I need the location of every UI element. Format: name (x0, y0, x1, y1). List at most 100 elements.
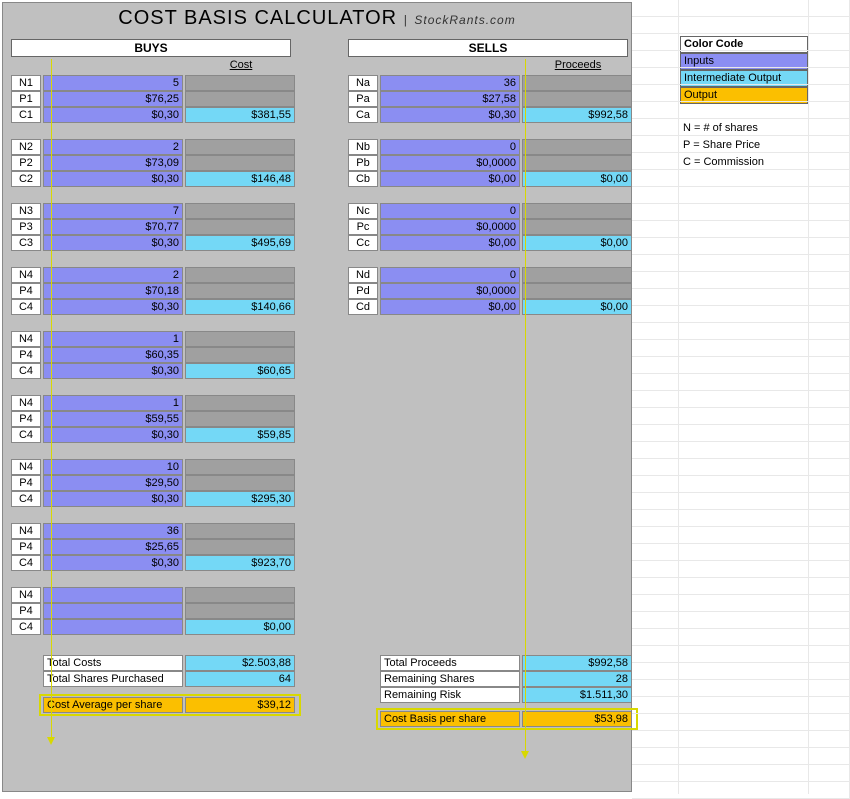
buy-input-0-0[interactable]: 5 (43, 75, 183, 91)
buy-output-5-2: $59,85 (185, 427, 295, 443)
sell-input-3-0[interactable]: 0 (380, 267, 520, 283)
sell-blank-2-1 (522, 219, 632, 235)
sell-input-1-0[interactable]: 0 (380, 139, 520, 155)
sell-blank-3-1 (522, 283, 632, 299)
sell-input-3-1[interactable]: $0,0000 (380, 283, 520, 299)
buy-blank-4-1 (185, 347, 295, 363)
sell-summary-value-0: $992,58 (522, 655, 632, 671)
buy-output-value: $39,12 (185, 697, 295, 713)
sells-arrow-head (521, 751, 529, 759)
buy-output-4-2: $60,65 (185, 363, 295, 379)
sells-header: SELLS (348, 39, 628, 57)
sell-input-3-2[interactable]: $0,00 (380, 299, 520, 315)
buy-label-0-0: N1 (11, 75, 41, 91)
sell-input-0-0[interactable]: 36 (380, 75, 520, 91)
sell-output-3-2: $0,00 (522, 299, 632, 315)
buy-output-1-2: $146,48 (185, 171, 295, 187)
buy-label-7-2: C4 (11, 555, 41, 571)
legend-row-0: Inputs (680, 53, 808, 70)
sell-label-0-1: Pa (348, 91, 378, 107)
sell-output-label: Cost Basis per share (380, 711, 520, 727)
buy-input-7-0[interactable]: 36 (43, 523, 183, 539)
sell-input-2-0[interactable]: 0 (380, 203, 520, 219)
page-title: COST BASIS CALCULATOR | StockRants.com (3, 7, 631, 30)
sell-label-1-2: Cb (348, 171, 378, 187)
buy-output-label: Cost Average per share (43, 697, 183, 713)
sell-input-1-2[interactable]: $0,00 (380, 171, 520, 187)
buy-input-4-0[interactable]: 1 (43, 331, 183, 347)
buy-input-0-2[interactable]: $0,30 (43, 107, 183, 123)
sell-summary-value-1: 28 (522, 671, 632, 687)
buy-input-0-1[interactable]: $76,25 (43, 91, 183, 107)
buy-input-8-0[interactable] (43, 587, 183, 603)
buy-label-3-0: N4 (11, 267, 41, 283)
buy-output-0-2: $381,55 (185, 107, 295, 123)
buy-input-1-2[interactable]: $0,30 (43, 171, 183, 187)
buy-input-4-1[interactable]: $60,35 (43, 347, 183, 363)
buy-input-5-0[interactable]: 1 (43, 395, 183, 411)
buy-input-2-2[interactable]: $0,30 (43, 235, 183, 251)
buy-input-3-2[interactable]: $0,30 (43, 299, 183, 315)
buy-input-5-1[interactable]: $59,55 (43, 411, 183, 427)
sell-summary-label-1: Remaining Shares (380, 671, 520, 687)
sell-summary-value-2: $1.511,30 (522, 687, 632, 703)
buy-input-4-2[interactable]: $0,30 (43, 363, 183, 379)
buy-label-6-1: P4 (11, 475, 41, 491)
buys-arrow-head (47, 737, 55, 745)
buy-label-8-0: N4 (11, 587, 41, 603)
sell-label-3-1: Pd (348, 283, 378, 299)
buy-label-2-1: P3 (11, 219, 41, 235)
buy-blank-7-0 (185, 523, 295, 539)
buy-label-7-0: N4 (11, 523, 41, 539)
buy-input-6-1[interactable]: $29,50 (43, 475, 183, 491)
sell-blank-1-0 (522, 139, 632, 155)
sell-input-0-2[interactable]: $0,30 (380, 107, 520, 123)
buy-input-2-1[interactable]: $70,77 (43, 219, 183, 235)
buy-input-8-1[interactable] (43, 603, 183, 619)
sell-output-0-2: $992,58 (522, 107, 632, 123)
buy-input-8-2[interactable] (43, 619, 183, 635)
buy-label-5-1: P4 (11, 411, 41, 427)
buy-input-6-2[interactable]: $0,30 (43, 491, 183, 507)
buy-output-8-2: $0,00 (185, 619, 295, 635)
title-sep: | (404, 13, 408, 27)
sell-input-0-1[interactable]: $27,58 (380, 91, 520, 107)
buy-label-8-1: P4 (11, 603, 41, 619)
buy-input-1-1[interactable]: $73,09 (43, 155, 183, 171)
sell-input-2-2[interactable]: $0,00 (380, 235, 520, 251)
sell-output-2-2: $0,00 (522, 235, 632, 251)
sell-label-2-1: Pc (348, 219, 378, 235)
calculator-area: COST BASIS CALCULATOR | StockRants.com B… (2, 2, 632, 792)
buy-output-7-2: $923,70 (185, 555, 295, 571)
sell-label-0-2: Ca (348, 107, 378, 123)
buy-input-6-0[interactable]: 10 (43, 459, 183, 475)
sell-blank-0-1 (522, 91, 632, 107)
buy-input-7-1[interactable]: $25,65 (43, 539, 183, 555)
buy-blank-3-0 (185, 267, 295, 283)
sell-blank-1-1 (522, 155, 632, 171)
buy-input-3-1[interactable]: $70,18 (43, 283, 183, 299)
buy-input-3-0[interactable]: 2 (43, 267, 183, 283)
buy-input-7-2[interactable]: $0,30 (43, 555, 183, 571)
sell-input-2-1[interactable]: $0,0000 (380, 219, 520, 235)
buy-blank-5-0 (185, 395, 295, 411)
buy-input-2-0[interactable]: 7 (43, 203, 183, 219)
buy-label-4-1: P4 (11, 347, 41, 363)
sell-input-1-1[interactable]: $0,0000 (380, 155, 520, 171)
buy-blank-1-1 (185, 155, 295, 171)
sell-label-3-0: Nd (348, 267, 378, 283)
sell-summary-label-0: Total Proceeds (380, 655, 520, 671)
sell-blank-2-0 (522, 203, 632, 219)
buy-input-1-0[interactable]: 2 (43, 139, 183, 155)
sell-label-3-2: Cd (348, 299, 378, 315)
buy-blank-1-0 (185, 139, 295, 155)
buy-summary-value-1: 64 (185, 671, 295, 687)
buy-label-4-2: C4 (11, 363, 41, 379)
buy-blank-8-1 (185, 603, 295, 619)
buy-blank-0-1 (185, 91, 295, 107)
buy-input-5-2[interactable]: $0,30 (43, 427, 183, 443)
buy-label-5-2: C4 (11, 427, 41, 443)
cost-header: Cost (191, 59, 291, 71)
sell-label-0-0: Na (348, 75, 378, 91)
sell-blank-3-0 (522, 267, 632, 283)
